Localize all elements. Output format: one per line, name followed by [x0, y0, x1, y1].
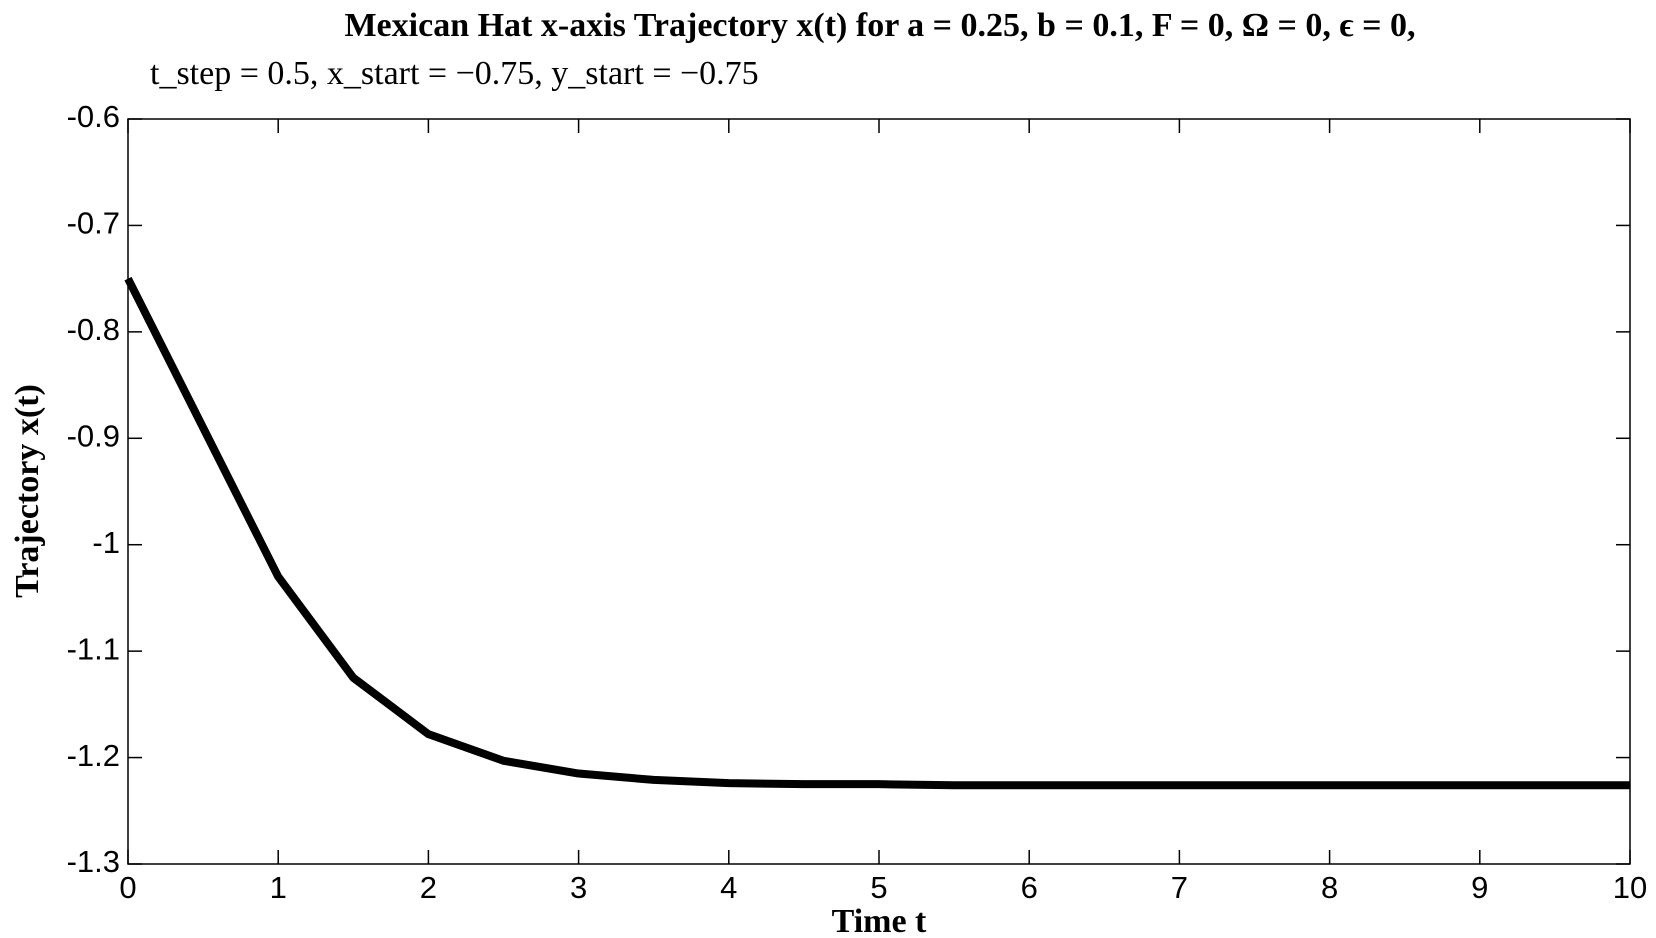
y-axis-label: Trajectory x(t): [9, 384, 46, 598]
chart-subtitle: t_step = 0.5, x_start = −0.75, y_start =…: [150, 55, 759, 92]
plot-box: [127, 118, 1631, 865]
x-axis-label: Time t: [832, 903, 927, 938]
x-tick-label: 6: [1021, 870, 1038, 905]
y-tick-label: -1.3: [67, 844, 120, 879]
x-tick-label: 1: [270, 870, 287, 905]
x-tick-label: 9: [1471, 870, 1488, 905]
x-tick-label: 3: [570, 870, 587, 905]
x-tick-label: 5: [870, 870, 887, 905]
y-tick-label: -1.1: [67, 631, 120, 666]
y-tick-label: -1.2: [67, 738, 120, 773]
y-tick-label: -0.8: [67, 312, 120, 347]
chart-title: Mexican Hat x-axis Trajectory x(t) for a…: [344, 7, 1415, 44]
y-tick-label: -0.7: [67, 206, 120, 241]
y-tick-label: -0.9: [67, 418, 120, 453]
y-tick-label: -1: [92, 525, 120, 560]
x-tick-label: 2: [420, 870, 437, 905]
y-tick-label: -0.6: [67, 99, 120, 134]
x-tick-label: 7: [1171, 870, 1188, 905]
x-tick-label: 4: [720, 870, 737, 905]
x-tick-label: 0: [119, 870, 136, 905]
x-tick-label: 10: [1613, 870, 1647, 905]
data-line: [124, 276, 1630, 790]
x-tick-label: 8: [1321, 870, 1338, 905]
